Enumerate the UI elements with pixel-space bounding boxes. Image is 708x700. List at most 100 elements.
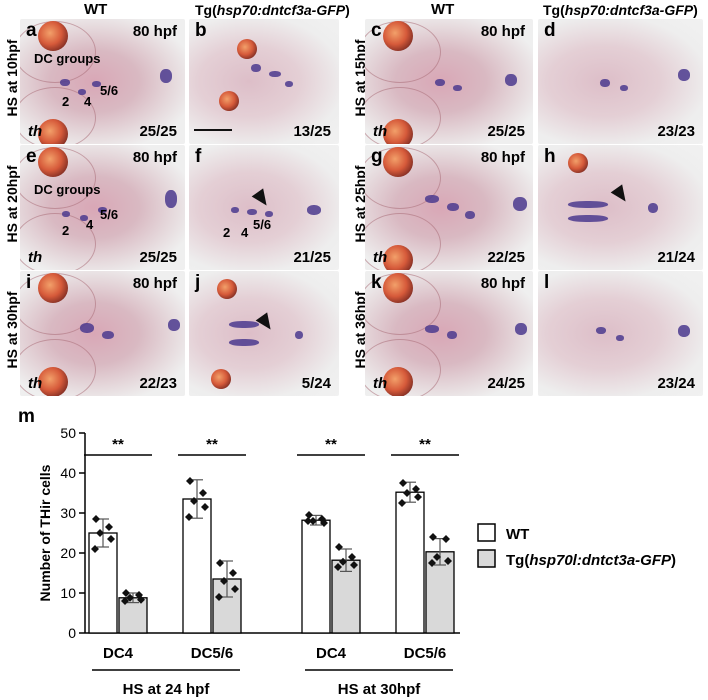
eye-spot — [38, 273, 68, 303]
panel-letter: c — [371, 20, 382, 41]
panel-letter: a — [26, 20, 37, 41]
panel-letter: k — [371, 272, 382, 293]
th-stain — [60, 79, 70, 86]
th-label: th — [373, 123, 388, 140]
data-point — [348, 553, 356, 561]
data-point — [220, 577, 228, 585]
micrograph-panel-k: k 80 hpf th 24/25 — [365, 271, 533, 396]
data-point — [335, 543, 343, 551]
data-point — [126, 593, 134, 602]
eye-spot — [38, 21, 68, 51]
th-stain — [678, 69, 690, 81]
data-point — [199, 489, 207, 497]
panel-letter: j — [195, 272, 201, 293]
dc-56-label: 5/6 — [100, 207, 119, 222]
data-point — [339, 557, 347, 566]
micrograph-panel-c: c 80 hpf th 25/25 — [365, 19, 533, 144]
eye-spot — [38, 147, 68, 177]
eye-spot — [383, 367, 413, 396]
stage-label: 80 hpf — [480, 23, 525, 40]
dc-groups-label: DC groups — [34, 51, 101, 66]
th-stain — [229, 339, 259, 346]
data-point — [231, 585, 239, 593]
data-point — [444, 557, 452, 565]
category-label: DC5/6 — [191, 645, 234, 662]
th-stain — [160, 69, 172, 83]
th-stain — [435, 79, 445, 86]
th-stain — [78, 89, 86, 95]
y-tick-label: 50 — [60, 425, 76, 441]
panel-letter: f — [195, 146, 202, 167]
row-label-hs-20: HS at 20hpf — [4, 165, 20, 243]
category-label: DC5/6 — [404, 645, 447, 662]
panel-letter: d — [544, 20, 556, 41]
data-point — [309, 517, 317, 525]
stage-label: 80 hpf — [132, 149, 177, 166]
data-point — [185, 513, 193, 521]
header-wt-right: WT — [431, 1, 455, 18]
micrograph-panel-i: i 80 hpf th 22/23 — [20, 271, 185, 396]
eye-spot — [217, 279, 237, 299]
ratio-label: 23/23 — [657, 123, 695, 140]
data-point — [137, 595, 145, 604]
header-tg-left: Tg(hsp70:dntcf3a-GFP) — [195, 2, 350, 18]
legend-tg-italic: hsp70l:dntct3a-GFP — [529, 552, 672, 569]
data-point — [105, 523, 113, 531]
data-point — [186, 477, 194, 485]
ratio-label: 25/25 — [487, 123, 525, 140]
eye-outline — [365, 213, 441, 270]
arrowhead-marker — [251, 188, 273, 210]
category-label: DC4 — [103, 645, 134, 662]
eye-spot — [383, 273, 413, 303]
th-stain — [620, 85, 628, 91]
ratio-label: 25/25 — [139, 249, 177, 266]
y-tick-label: 40 — [60, 465, 76, 481]
th-stain — [616, 335, 624, 341]
eye-spot — [568, 153, 588, 173]
th-stain — [165, 190, 177, 208]
th-stain — [600, 79, 610, 87]
eye-outline — [20, 213, 96, 270]
th-stain — [465, 211, 475, 219]
eye-spot — [383, 245, 413, 270]
dc-56-label: 5/6 — [100, 83, 119, 98]
header-tg-italic: hsp70:dntcf3a-GFP — [216, 2, 346, 18]
ratio-label: 5/24 — [301, 375, 331, 392]
th-stain — [295, 331, 303, 339]
category-label: DC4 — [316, 645, 347, 662]
bar-wt — [182, 498, 212, 634]
data-point — [412, 485, 420, 493]
dc-56-label: 5/6 — [253, 217, 272, 232]
micrograph-panel-l: l 23/24 — [538, 271, 703, 396]
th-label: th — [28, 375, 43, 392]
significance-label: ** — [206, 436, 218, 453]
arrowhead-marker — [255, 312, 277, 334]
data-point — [399, 479, 407, 487]
header-tg-italic: hsp70:dntcf3a-GFP — [564, 2, 694, 18]
panel-letter: h — [544, 146, 556, 167]
stage-label: 80 hpf — [132, 275, 177, 292]
data-point — [304, 517, 312, 525]
header-tg-suffix: ) — [693, 2, 698, 18]
th-stain — [568, 201, 608, 208]
data-point — [96, 529, 104, 537]
ratio-label: 22/25 — [487, 249, 525, 266]
th-stain — [515, 323, 527, 335]
header-tg-prefix: Tg( — [543, 2, 565, 18]
micrograph-panel-g: g 80 hpf th 22/25 — [365, 145, 533, 270]
eye-spot — [383, 147, 413, 177]
group-label: HS at 30hpf — [338, 681, 422, 698]
legend-label-tg: Tg(hsp70l:dntct3a-GFP) — [506, 552, 676, 569]
th-stain — [92, 81, 101, 87]
th-stain — [678, 325, 690, 337]
th-stain — [265, 211, 273, 217]
th-stain — [425, 195, 439, 203]
panel-letter: l — [544, 272, 550, 293]
eye-spot — [38, 119, 68, 144]
data-point — [334, 563, 342, 571]
th-stain — [229, 321, 259, 328]
micrograph-panel-b: b 13/25 — [189, 19, 339, 144]
header-tg-suffix: ) — [345, 2, 350, 18]
scale-bar — [194, 129, 232, 131]
header-tg-prefix: Tg( — [195, 2, 217, 18]
